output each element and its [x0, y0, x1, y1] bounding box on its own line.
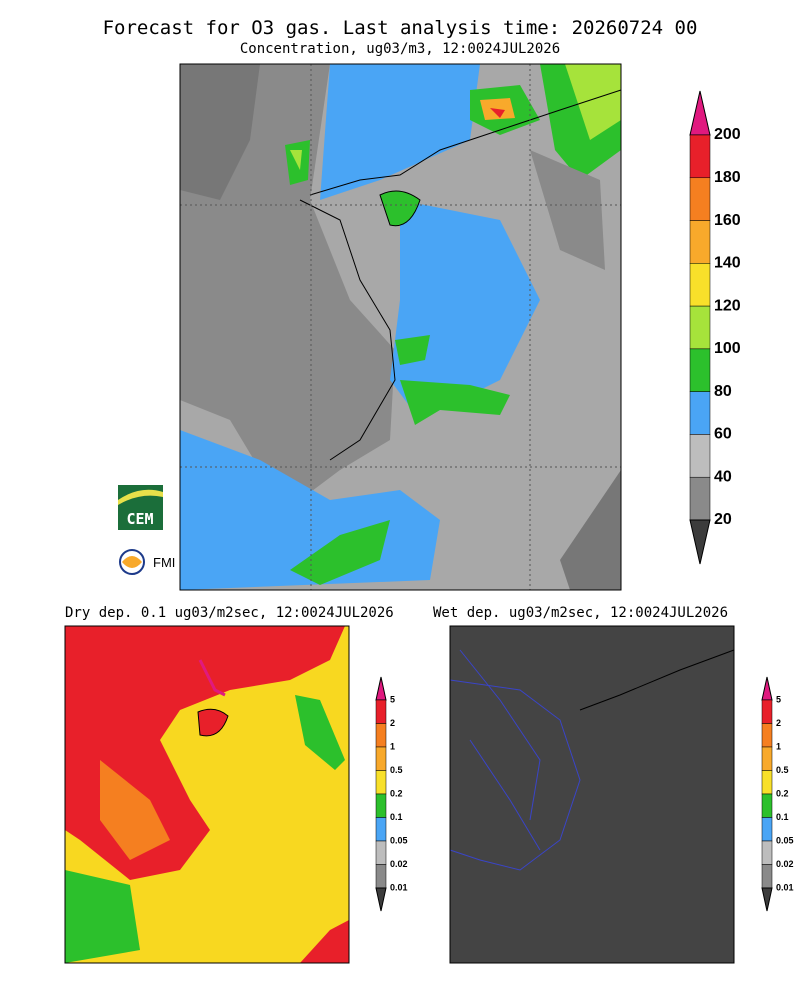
colorbar-cap — [761, 887, 773, 912]
colorbar-segment — [761, 817, 773, 842]
colorbar-segment — [375, 840, 387, 865]
colorbar-label: 0.02 — [390, 859, 408, 869]
dry-dep-colorbar: 5 2 1 0.5 0.2 0.1 0.05 0.02 0.01 — [375, 676, 408, 912]
colorbar-segment — [761, 723, 773, 748]
colorbar-label: 20 — [714, 511, 732, 528]
colorbar-label: 0.2 — [776, 788, 789, 798]
colorbar-label: 0.5 — [390, 765, 403, 775]
colorbar-cap — [375, 676, 387, 701]
panel-title: Wet dep. ug03/m2sec, 12:0024JUL2026 — [433, 605, 728, 621]
page-title: Forecast for O3 gas. Last analysis time:… — [103, 17, 698, 39]
colorbar-cap — [375, 887, 387, 912]
cem-label: CEM — [126, 510, 153, 528]
colorbar-label: 0.01 — [390, 882, 408, 892]
colorbar-label: 0.5 — [776, 765, 789, 775]
colorbar-cap — [689, 90, 711, 136]
colorbar-segment — [761, 864, 773, 889]
colorbar-segment — [761, 840, 773, 865]
colorbar-segment — [375, 817, 387, 842]
colorbar-cap — [761, 676, 773, 701]
panel-title: Dry dep. 0.1 ug03/m2sec, 12:0024JUL2026 — [65, 605, 394, 621]
colorbar-label: 5 — [390, 694, 395, 704]
colorbar-label: 5 — [776, 694, 781, 704]
colorbar-segment — [689, 134, 711, 179]
colorbar-label: 0.05 — [776, 835, 794, 845]
wet-dep-map — [449, 625, 735, 964]
colorbar-segment — [689, 348, 711, 392]
colorbar-label: 0.1 — [390, 812, 403, 822]
colorbar-label: 0.05 — [390, 835, 408, 845]
colorbar-segment — [761, 770, 773, 795]
colorbar-label: 140 — [714, 255, 741, 272]
colorbar-segment — [375, 793, 387, 818]
colorbar-segment — [375, 699, 387, 724]
colorbar-label: 2 — [390, 718, 395, 728]
colorbar-segment — [761, 746, 773, 771]
colorbar-segment — [689, 220, 711, 264]
colorbar-segment — [689, 434, 711, 478]
colorbar-label: 200 — [714, 126, 741, 143]
colorbar-label: 1 — [390, 741, 395, 751]
colorbar-label: 180 — [714, 169, 741, 186]
cem-logo: CEM — [118, 485, 163, 530]
colorbar-label: 0.01 — [776, 882, 794, 892]
colorbar-segment — [689, 263, 711, 307]
colorbar-segment — [689, 305, 711, 350]
colorbar-segment — [689, 391, 711, 435]
colorbar-label: 0.2 — [390, 788, 403, 798]
colorbar-segment — [375, 864, 387, 889]
colorbar-label: 0.02 — [776, 859, 794, 869]
colorbar-label: 160 — [714, 212, 741, 229]
colorbar-label: 2 — [776, 718, 781, 728]
colorbar-segment — [761, 699, 773, 724]
colorbar-cap — [689, 519, 711, 565]
colorbar-label: 60 — [714, 426, 732, 443]
main-colorbar: 200 180 160 140 120 100 80 60 40 20 — [689, 90, 741, 565]
dry-dep-map — [64, 625, 350, 964]
colorbar-segment — [761, 793, 773, 818]
fmi-label: FMI — [153, 555, 175, 570]
colorbar-segment — [375, 770, 387, 795]
colorbar-label: 120 — [714, 297, 741, 314]
colorbar-segment — [375, 746, 387, 771]
main-subtitle: Concentration, ug03/m3, 12:0024JUL2026 — [240, 41, 560, 57]
colorbar-label: 40 — [714, 468, 732, 485]
colorbar-label: 100 — [714, 340, 741, 357]
colorbar-label: 1 — [776, 741, 781, 751]
colorbar-label: 80 — [714, 383, 732, 400]
wet-dep-colorbar: 5 2 1 0.5 0.2 0.1 0.05 0.02 0.01 — [761, 676, 794, 912]
main-map — [179, 63, 622, 591]
colorbar-label: 0.1 — [776, 812, 789, 822]
colorbar-segment — [375, 723, 387, 748]
colorbar-segment — [689, 476, 711, 521]
fmi-logo: FMI — [119, 549, 175, 575]
colorbar-segment — [689, 177, 711, 221]
